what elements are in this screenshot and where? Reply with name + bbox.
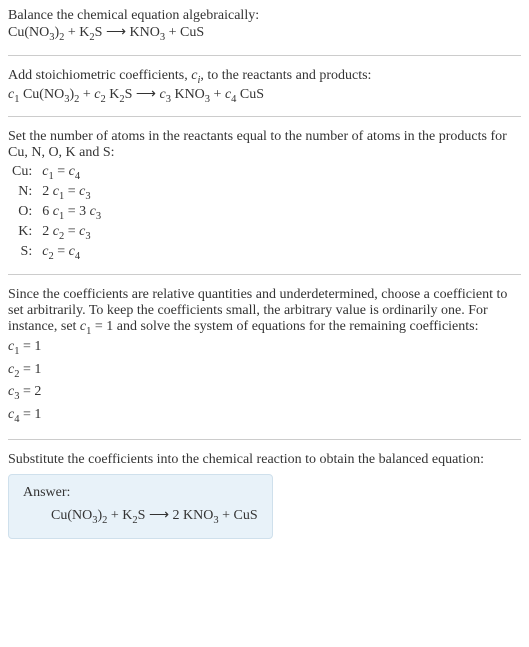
eq-text: + K <box>64 25 89 40</box>
atom-balance-table: Cu:c1 = c4N:2 c1 = c3O:6 c1 = 3 c3K:2 c2… <box>8 163 105 262</box>
eq-text: Cu(NO <box>19 87 64 102</box>
equation-with-coefficients: c1 Cu(NO3)2 + c2 K2S ⟶ c3 KNO3 + c4 CuS <box>8 86 521 105</box>
element-label: Cu: <box>8 163 38 183</box>
section-solve: Since the coefficients are relative quan… <box>8 287 521 427</box>
coefficient-value: c4 = 1 <box>8 405 521 427</box>
atom-balance-row: S:c2 = c4 <box>8 243 105 263</box>
eq-text: + CuS <box>219 508 258 523</box>
section-atom-balance: Set the number of atoms in the reactants… <box>8 129 521 262</box>
balance-equation: 6 c1 = 3 c3 <box>38 203 105 223</box>
eq-text: Cu(NO <box>8 25 49 40</box>
balance-equation: 2 c1 = c3 <box>38 183 105 203</box>
balanced-equation: Cu(NO3)2 + K2S ⟶ 2 KNO3 + CuS <box>23 507 258 526</box>
answer-intro-text: Substitute the coefficients into the che… <box>8 452 521 468</box>
text: = 1 and solve the system of equations fo… <box>91 319 478 334</box>
eq-text: Cu(NO <box>51 508 92 523</box>
eq-text: + CuS <box>165 25 204 40</box>
divider <box>8 274 521 275</box>
coefficients-text: Add stoichiometric coefficients, ci, to … <box>8 68 521 86</box>
divider <box>8 55 521 56</box>
coefficient-solutions: c1 = 1c2 = 1c3 = 2c4 = 1 <box>8 337 521 427</box>
answer-label: Answer: <box>23 485 258 501</box>
atom-balance-row: O:6 c1 = 3 c3 <box>8 203 105 223</box>
answer-box: Answer: Cu(NO3)2 + K2S ⟶ 2 KNO3 + CuS <box>8 474 273 539</box>
solve-text: Since the coefficients are relative quan… <box>8 287 521 337</box>
eq-text: K <box>106 87 120 102</box>
eq-text: CuS <box>236 87 264 102</box>
balance-equation: 2 c2 = c3 <box>38 223 105 243</box>
balance-equation: c2 = c4 <box>38 243 105 263</box>
balance-equation: c1 = c4 <box>38 163 105 183</box>
coefficient-value: c1 = 1 <box>8 337 521 359</box>
coefficient-value: c3 = 2 <box>8 382 521 404</box>
element-label: S: <box>8 243 38 263</box>
eq-text: + K <box>107 508 132 523</box>
eq-text: KNO <box>171 87 205 102</box>
divider <box>8 439 521 440</box>
text: Add stoichiometric coefficients, <box>8 68 191 83</box>
section-intro: Balance the chemical equation algebraica… <box>8 8 521 43</box>
coefficient-value: c2 = 1 <box>8 360 521 382</box>
element-label: K: <box>8 223 38 243</box>
text: , to the reactants and products: <box>200 68 371 83</box>
section-answer: Substitute the coefficients into the che… <box>8 452 521 539</box>
element-label: N: <box>8 183 38 203</box>
unbalanced-equation: Cu(NO3)2 + K2S ⟶ KNO3 + CuS <box>8 24 521 43</box>
atom-balance-row: K:2 c2 = c3 <box>8 223 105 243</box>
section-coefficients: Add stoichiometric coefficients, ci, to … <box>8 68 521 105</box>
eq-text: S ⟶ 2 KNO <box>138 508 214 523</box>
eq-text: S ⟶ KNO <box>95 25 160 40</box>
atom-balance-row: Cu:c1 = c4 <box>8 163 105 183</box>
divider <box>8 116 521 117</box>
atom-balance-row: N:2 c1 = c3 <box>8 183 105 203</box>
intro-text: Balance the chemical equation algebraica… <box>8 8 521 24</box>
atom-balance-text: Set the number of atoms in the reactants… <box>8 129 521 161</box>
element-label: O: <box>8 203 38 223</box>
eq-text: + <box>210 87 225 102</box>
eq-text: S ⟶ <box>125 87 160 102</box>
eq-text: + <box>79 87 94 102</box>
